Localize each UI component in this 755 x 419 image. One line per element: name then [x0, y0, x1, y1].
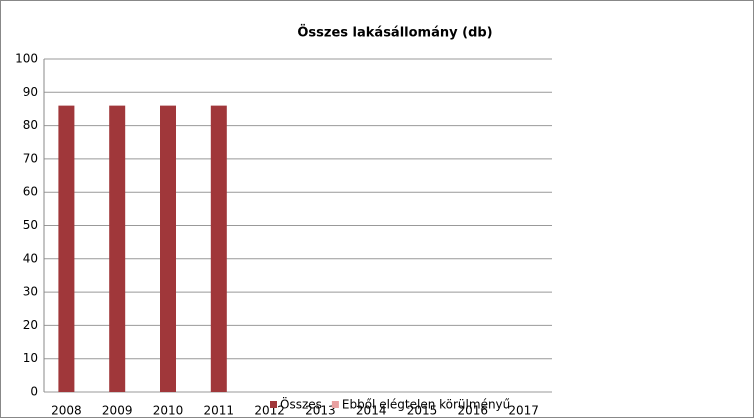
bar [109, 105, 126, 393]
legend-swatch [331, 401, 339, 408]
x-tick-label: 2014 [356, 404, 387, 418]
x-tick-label: 2016 [458, 404, 489, 418]
legend-label: Összes [280, 396, 322, 412]
y-tick-label: 40 [23, 251, 38, 265]
y-tick-label: 20 [23, 318, 38, 332]
x-tick-label: 2012 [254, 404, 285, 418]
y-tick-label: 90 [23, 85, 38, 99]
y-tick-label: 30 [23, 285, 38, 299]
y-tick-label: 70 [23, 151, 38, 165]
chart-title: Összes lakásállomány (db) [297, 25, 492, 41]
bar [58, 105, 75, 393]
x-tick-label: 2008 [51, 404, 82, 418]
legend-swatch [270, 401, 277, 408]
y-tick-label: 60 [23, 185, 38, 199]
bar [160, 105, 176, 393]
x-tick-label: 2013 [305, 404, 336, 418]
bar [210, 105, 227, 393]
y-tick-label: 0 [30, 385, 38, 399]
y-tick-label: 100 [15, 52, 38, 66]
y-tick-label: 80 [23, 118, 38, 132]
x-tick-label: 2017 [508, 404, 539, 418]
x-tick-label: 2010 [153, 404, 184, 418]
y-tick-label: 50 [23, 218, 38, 232]
x-tick-label: 2015 [407, 404, 438, 418]
y-tick-label: 10 [23, 351, 38, 365]
legend-label: Ebből elégtelen körülményű [342, 398, 510, 412]
x-tick-label: 2011 [204, 404, 235, 418]
x-tick-label: 2009 [102, 404, 133, 418]
